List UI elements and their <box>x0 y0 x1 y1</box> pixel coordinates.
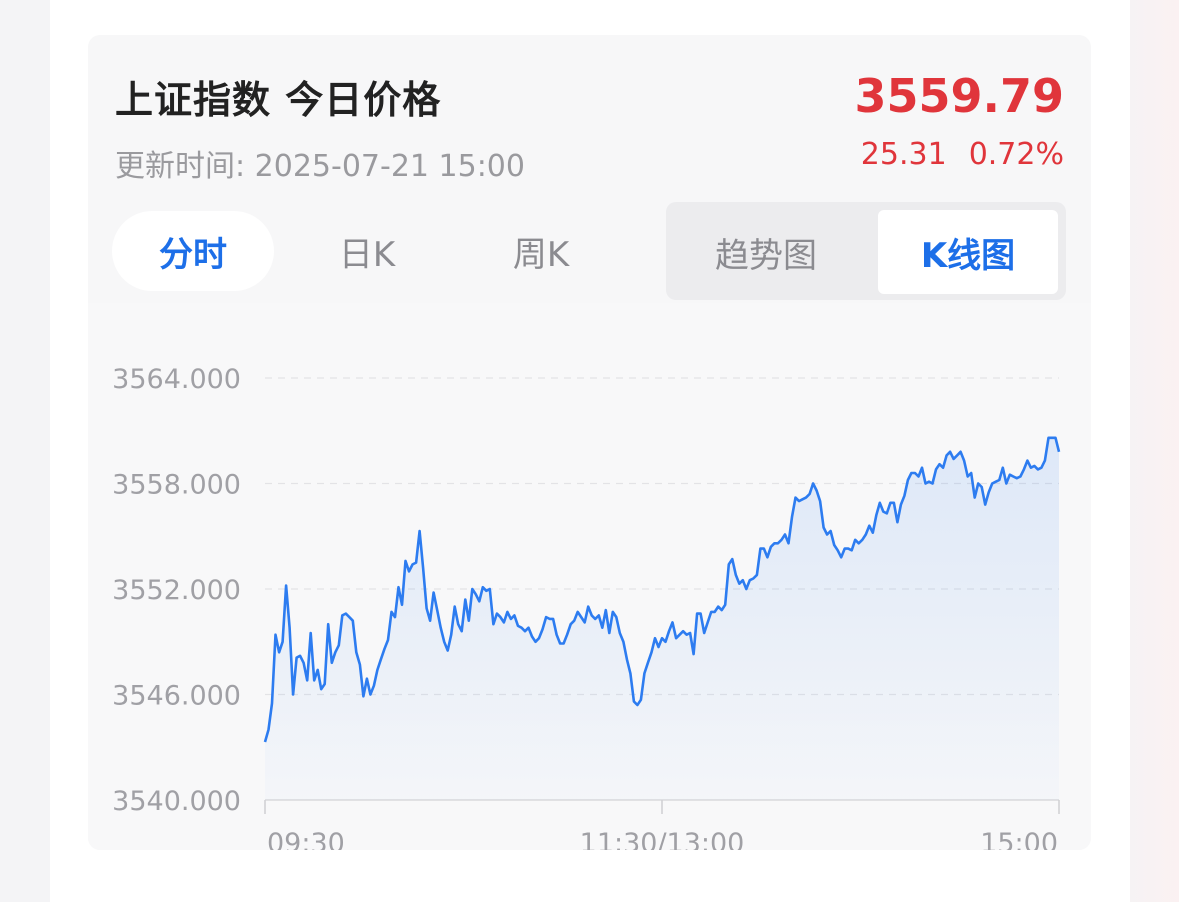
y-tick-label: 3552.000 <box>112 575 241 606</box>
toggle-k-line-chart[interactable]: K线图 <box>878 210 1058 294</box>
price-change-row: 25.31 0.72% <box>861 137 1064 172</box>
side-strip <box>1130 0 1179 902</box>
tab-daily-k[interactable]: 日K <box>338 234 396 275</box>
y-tick-label: 3558.000 <box>112 470 241 501</box>
y-tick-label: 3546.000 <box>112 681 241 712</box>
x-tick-label: 15:00 <box>980 828 1058 850</box>
price-line <box>263 436 1061 743</box>
view-toggle: 趋势图 K线图 <box>666 202 1066 300</box>
tab-intraday[interactable]: 分时 <box>112 211 274 291</box>
price-change-percent: 0.72% <box>968 137 1064 172</box>
y-tick-label: 3540.000 <box>112 786 241 817</box>
price-area-fill <box>265 437 1059 800</box>
x-tick-label: 11:30/13:00 <box>580 828 745 850</box>
tab-weekly-k[interactable]: 周K <box>512 234 570 275</box>
x-tick-label: 09:30 <box>267 828 345 850</box>
current-price: 3559.79 <box>854 69 1064 123</box>
chart-area: 3564.000 3558.000 3552.000 3546.000 3540.000… <box>88 303 1091 850</box>
intraday-line-chart: 3564.000 3558.000 3552.000 3546.000 3540.000… <box>112 364 1061 850</box>
toggle-trend-chart[interactable]: 趋势图 <box>715 235 817 276</box>
page-title: 上证指数 今日价格 <box>115 78 442 122</box>
y-tick-label: 3564.000 <box>112 364 241 395</box>
update-time: 更新时间: 2025-07-21 15:00 <box>115 149 525 184</box>
index-price-card: 上证指数 今日价格 更新时间: 2025-07-21 15:00 3559.79… <box>88 35 1091 850</box>
price-change: 25.31 <box>860 137 947 172</box>
